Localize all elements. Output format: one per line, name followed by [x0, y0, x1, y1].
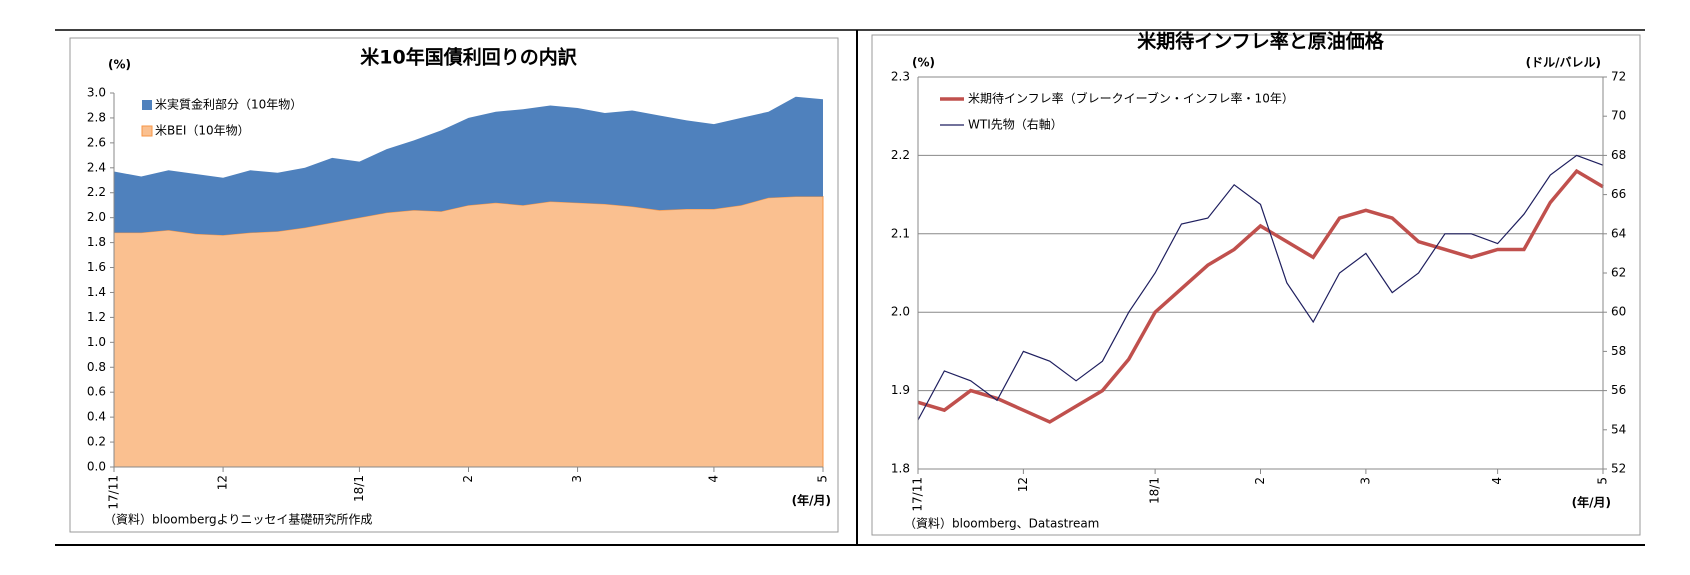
y-tick-label: 0.8	[87, 360, 106, 374]
y-tick-label: 2.1	[891, 226, 910, 240]
y-tick-label: 2.8	[87, 110, 106, 124]
legend-swatch	[142, 100, 152, 110]
y2-tick-label: 56	[1611, 383, 1626, 397]
y-tick-label: 0.4	[87, 410, 106, 424]
legend-swatch	[141, 125, 153, 137]
x-tick-label: 17/11	[107, 475, 121, 510]
y2-tick-label: 70	[1611, 109, 1626, 123]
x-axis-label: (年/月)	[792, 493, 831, 508]
y2-tick-label: 58	[1611, 344, 1626, 358]
y2-tick-label: 66	[1611, 187, 1626, 201]
x-tick-label: 12	[1016, 477, 1030, 492]
y-tick-label: 2.4	[87, 160, 106, 174]
x-tick-label: 4	[706, 475, 720, 483]
y2-tick-label: 62	[1611, 266, 1626, 280]
y-axis-label: (%)	[912, 56, 935, 70]
x-tick-label: 3	[1358, 477, 1372, 485]
y-tick-label: 1.4	[87, 285, 106, 299]
x-tick-label: 18/1	[1148, 477, 1162, 504]
y-tick-label: 1.6	[87, 260, 106, 274]
line	[917, 154, 1604, 421]
source-note: （資料）bloomberg、Datastream	[904, 517, 1099, 531]
y-tick-label: 2.2	[87, 185, 106, 199]
y2-tick-label: 64	[1611, 226, 1626, 240]
right-panel	[871, 34, 1641, 536]
x-tick-label: 4	[1490, 477, 1504, 485]
y-tick-label: 0.6	[87, 385, 106, 399]
x-tick-label: 18/1	[352, 475, 366, 502]
y-tick-label: 1.8	[87, 235, 106, 249]
chart-title: 米期待インフレ率と原油価格	[1137, 30, 1384, 53]
x-axis-label: (年/月)	[1572, 495, 1611, 510]
y-tick-label: 2.2	[891, 148, 910, 162]
y-tick-label: 2.6	[87, 135, 106, 149]
legend-label: 米BEI（10年物）	[155, 124, 250, 138]
x-tick-label: 2	[1253, 477, 1267, 485]
y-tick-label: 3.0	[87, 86, 106, 100]
y2-tick-label: 72	[1611, 70, 1626, 84]
y2-axis-label: (ドル/バレル)	[1526, 56, 1601, 70]
y-tick-label: 2.0	[87, 210, 106, 224]
area	[114, 96, 823, 236]
y-tick-label: 1.0	[87, 335, 106, 349]
x-tick-label: 5	[1596, 477, 1610, 485]
x-tick-label: 17/11	[911, 477, 925, 512]
y2-tick-label: 52	[1611, 462, 1626, 476]
legend-label: 米期待インフレ率（ブレークイーブン・インフレ率・10年）	[968, 91, 1294, 106]
x-tick-label: 2	[461, 475, 475, 483]
source-note: （資料）bloombergよりニッセイ基礎研究所作成	[104, 512, 372, 527]
y-tick-label: 0.2	[87, 435, 106, 449]
x-tick-label: 5	[816, 475, 830, 483]
y-axis-label: (%)	[108, 58, 131, 72]
y-tick-label: 1.9	[891, 383, 910, 397]
chart-title: 米10年国債利回りの内訳	[360, 46, 577, 69]
y2-tick-label: 68	[1611, 148, 1626, 162]
left-panel	[69, 37, 839, 533]
legend-label: WTI先物（右軸）	[968, 117, 1063, 132]
y2-tick-label: 54	[1611, 422, 1626, 436]
y-tick-label: 1.8	[891, 462, 910, 476]
y2-tick-label: 60	[1611, 305, 1626, 319]
y-tick-label: 0.0	[87, 460, 106, 474]
line	[917, 168, 1604, 424]
y-tick-label: 2.3	[891, 70, 910, 84]
y-tick-label: 1.2	[87, 310, 106, 324]
x-tick-label: 3	[570, 475, 584, 483]
x-tick-label: 12	[216, 475, 230, 490]
legend-label: 米実質金利部分（10年物）	[155, 97, 302, 112]
y-tick-label: 2.0	[891, 305, 910, 319]
area	[113, 195, 824, 468]
